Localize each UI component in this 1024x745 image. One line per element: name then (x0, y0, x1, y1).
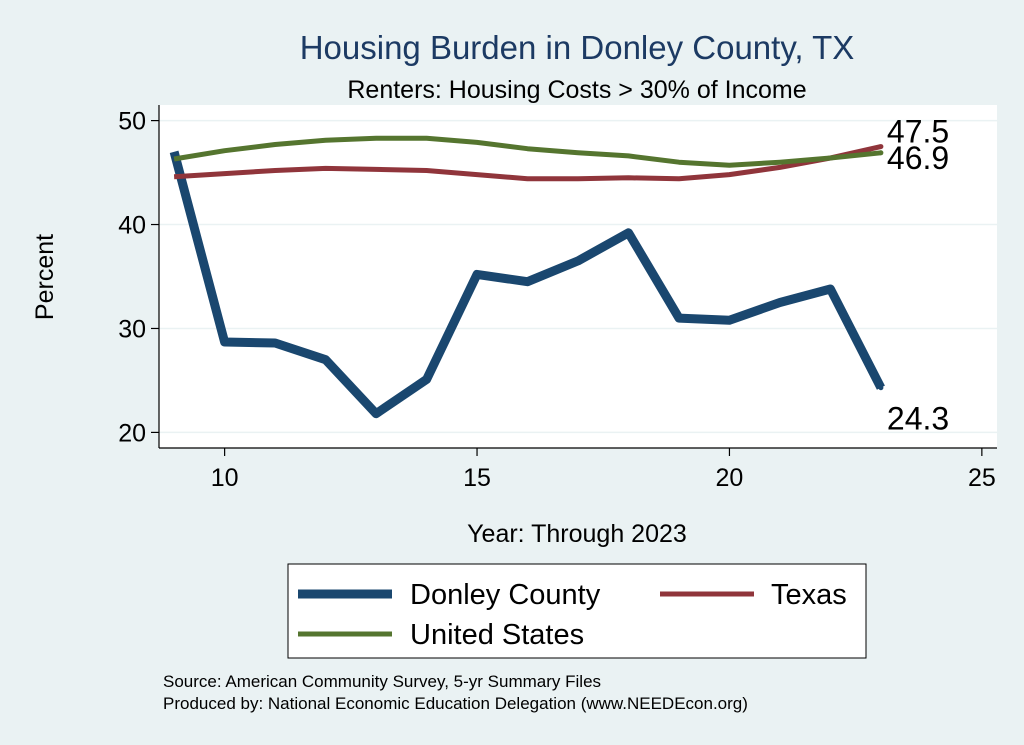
end-label-donley-county: 24.3 (887, 401, 949, 437)
x-tick-label: 25 (968, 464, 996, 492)
x-tick-label: 20 (716, 464, 744, 492)
legend: Donley County Texas United States (287, 563, 867, 659)
x-tick-label: 10 (211, 464, 239, 492)
legend-label-united-states: United States (410, 619, 584, 651)
series-endpoint-donley-county (878, 385, 884, 391)
legend-box (287, 563, 867, 659)
series-lines (169, 135, 885, 419)
producer-note: Produced by: National Economic Education… (163, 694, 748, 713)
series-line-texas (173, 144, 882, 182)
series-line-united-states (173, 135, 882, 168)
x-axis-title: Year: Through 2023 (467, 520, 687, 548)
series-endpoint-texas (878, 144, 884, 150)
end-labels: 24.3 47.546.9 (887, 114, 949, 437)
plot-area (159, 105, 997, 448)
source-note: Source: American Community Survey, 5-yr … (163, 672, 601, 691)
series-line-donley-county (169, 150, 885, 419)
end-label-united-states: 46.9 (887, 140, 949, 176)
legend-label-donley-county: Donley County (410, 579, 601, 611)
series-endpoint-united-states (878, 150, 884, 156)
chart-title: Housing Burden in Donley County, TX (300, 29, 855, 66)
y-tick-label: 40 (118, 212, 146, 240)
y-axis-title: Percent (31, 234, 59, 320)
y-tick-label: 20 (118, 419, 146, 447)
x-tick-label: 15 (463, 464, 491, 492)
y-tick-label: 50 (118, 108, 146, 136)
legend-label-texas: Texas (771, 579, 847, 611)
end-label-texas: 47.5 (887, 114, 949, 150)
gridlines (159, 119, 997, 434)
axes: 20 30 40 50 10 15 20 25 (118, 105, 997, 492)
chart-subtitle: Renters: Housing Costs > 30% of Income (347, 76, 806, 104)
y-tick-label: 30 (118, 315, 146, 343)
